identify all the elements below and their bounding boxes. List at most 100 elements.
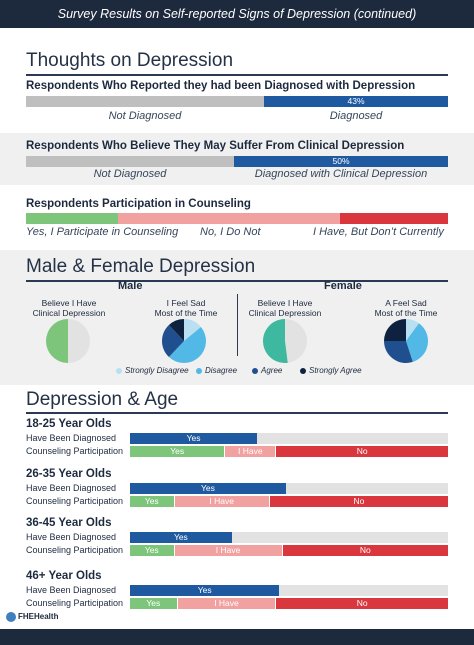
q2-not-label: Not Diagnosed: [93, 168, 167, 180]
counseling-row-label: Counseling Participation: [26, 496, 124, 506]
age-group-heading: 46+ Year Olds: [26, 570, 102, 582]
section-title-thoughts: Thoughts on Depression: [26, 50, 234, 71]
pie-slice: [384, 319, 406, 341]
pie-female-sad: [384, 319, 428, 363]
pie-slice: [406, 319, 419, 341]
pie-male-sad: [162, 319, 207, 364]
legend-strongly-disagree: Strongly Disagree: [116, 366, 189, 375]
gender-divider: [237, 294, 238, 356]
legend-dot-icon: [116, 367, 122, 374]
female-pie2-line2: Most of the Time: [374, 308, 438, 318]
q3-bar-have: [340, 213, 448, 224]
legend-dot-icon: [252, 367, 258, 374]
age-diag-rest-bar: [257, 433, 448, 444]
q3-bar-no: [118, 213, 340, 224]
age-couns-ihave-bar: I Have: [177, 598, 276, 609]
logo-icon: [6, 612, 16, 622]
age-couns-yes-bar: Yes: [130, 545, 174, 556]
logo-text: FHEHealth: [18, 612, 59, 622]
legend-a-text: Agree: [261, 366, 283, 375]
male-heading: Male: [118, 280, 143, 292]
counseling-row-label: Counseling Participation: [26, 545, 124, 555]
age-diag-yes-bar: Yes: [130, 483, 286, 494]
female-pie1-line2: Clinical Depression: [248, 308, 322, 318]
age-couns-yes-bar: Yes: [130, 446, 225, 457]
pies-svg: [46, 319, 428, 364]
q3-no-label: No, I Do Not: [200, 226, 261, 238]
diagnosed-row-label: Have Been Diagnosed: [26, 532, 117, 542]
age-couns-no-bar: No: [276, 598, 448, 609]
pie-slice: [162, 324, 184, 358]
q1-bar-yes: [264, 96, 448, 107]
male-pie2-label: I Feel Sad Most of the Time: [136, 298, 236, 318]
pie-slice: [184, 319, 201, 341]
pie-female-clinical: [263, 319, 308, 363]
q3-have-label: I Have, But Don’t Currently: [313, 226, 444, 238]
q2-percent: 50%: [332, 156, 350, 166]
q3-yes-label: Yes, I Participate in Counseling: [26, 226, 179, 238]
counseling-row-label: Counseling Participation: [26, 598, 124, 608]
q1-title: Respondents Who Reported they had been D…: [26, 80, 416, 92]
age-diag-yes-bar: Yes: [130, 532, 232, 543]
age-couns-no-bar: No: [282, 545, 448, 556]
age-diag-rest-bar: [231, 532, 448, 543]
age-diag-yes-bar: Yes: [130, 585, 280, 596]
section-underline: [26, 280, 448, 282]
age-group-heading: 18-25 Year Olds: [26, 418, 112, 430]
legend-dot-icon: [196, 367, 202, 374]
age-couns-yes-bar: Yes: [130, 598, 177, 609]
age-diag-rest-bar: [285, 483, 448, 494]
male-pie2-line1: I Feel Sad: [166, 298, 206, 308]
section-title-age: Depression & Age: [26, 389, 179, 410]
pie-slice: [68, 319, 90, 363]
female-pie1-line1: Believe I Have: [257, 298, 313, 308]
age-couns-no-bar: No: [276, 446, 448, 457]
header-title: Survey Results on Self-reported Signs of…: [0, 0, 474, 28]
section-underline: [26, 412, 448, 414]
q2-bar-not: [26, 156, 234, 167]
legend-strongly-agree: Strongly Agree: [300, 366, 362, 375]
age-couns-ihave-bar: I Have: [225, 446, 276, 457]
legend-dot-icon: [300, 367, 306, 374]
female-heading: Female: [324, 280, 362, 292]
male-pie1-line1: Believe I Have: [41, 298, 97, 308]
legend-sa-text: Strongly Agree: [309, 366, 362, 375]
diagnosed-row-label: Have Been Diagnosed: [26, 585, 117, 595]
pie-slice: [285, 319, 308, 363]
legend-d-text: Disagree: [205, 366, 238, 375]
pie-slice: [406, 323, 428, 362]
counseling-row-label: Counseling Participation: [26, 446, 124, 456]
q3-bar-yes: [26, 213, 118, 224]
pie-slice: [384, 341, 413, 363]
female-pie2-label: A Feel Sad Most of the Time: [356, 298, 456, 318]
age-diag-rest-bar: [279, 585, 448, 596]
section-title-gender: Male & Female Depression: [26, 256, 256, 277]
legend-disagree: Disagree: [196, 366, 237, 375]
diagnosed-row-label: Have Been Diagnosed: [26, 433, 117, 443]
legend-sd-text: Strongly Disagree: [125, 366, 189, 375]
pie-slice: [46, 319, 68, 363]
age-couns-ihave-bar: I Have: [174, 496, 269, 507]
q1-bar-not: [26, 96, 264, 107]
female-pie1-label: Believe I Have Clinical Depression: [238, 298, 332, 318]
section-underline: [26, 74, 448, 76]
pie-slice: [168, 319, 184, 341]
age-couns-no-bar: No: [269, 496, 448, 507]
q1-percent: 43%: [347, 96, 365, 106]
age-group-heading: 36-45 Year Olds: [26, 517, 112, 529]
diagnosed-row-label: Have Been Diagnosed: [26, 483, 117, 493]
q2-bar-yes: [234, 156, 448, 167]
footer-bar: [0, 629, 474, 645]
female-pie2-line1: A Feel Sad: [385, 298, 427, 308]
pie-male-clinical: [46, 319, 90, 363]
q1-not-label: Not Diagnosed: [108, 110, 182, 122]
age-couns-yes-bar: Yes: [130, 496, 174, 507]
pie-slice: [263, 319, 288, 363]
age-couns-ihave-bar: I Have: [174, 545, 282, 556]
male-pie1-label: Believe I Have Clinical Depression: [22, 298, 116, 318]
legend-agree: Agree: [252, 366, 282, 375]
fhe-logo: FHEHealth: [6, 612, 58, 622]
age-group-heading: 26-35 Year Olds: [26, 468, 112, 480]
pie-slice: [168, 326, 207, 364]
q2-title: Respondents Who Believe They May Suffer …: [26, 140, 405, 152]
